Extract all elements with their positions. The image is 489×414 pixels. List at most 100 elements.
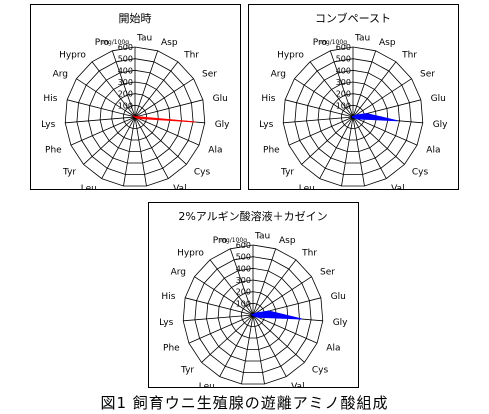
axis-label-pro: Pro: [213, 236, 228, 246]
tick-label: 600: [118, 43, 133, 52]
grid-ring-500: [76, 58, 194, 175]
axis-spoke: [252, 259, 297, 316]
axis-label-cys: Cys: [194, 168, 211, 178]
axis-label-val: Val: [391, 184, 404, 189]
grid-ring-300: [217, 279, 289, 350]
axis-label-gly: Gly: [333, 318, 348, 328]
axis-spoke: [183, 314, 254, 322]
grid-ring-400: [206, 267, 300, 362]
axis-label-leu: Leu: [81, 184, 97, 189]
axis-label-leu: Leu: [199, 382, 215, 387]
tick-label: 200: [236, 288, 251, 297]
axis-spoke: [301, 116, 354, 165]
axis-spoke: [134, 99, 203, 118]
axis-spoke: [101, 116, 136, 179]
axis-spoke: [83, 116, 136, 165]
axis-label-his: His: [43, 94, 57, 104]
axis-label-tyr: Tyr: [180, 366, 194, 376]
tick-label: 500: [236, 253, 251, 262]
grid-ring-100: [240, 302, 266, 327]
tick-label: 600: [236, 241, 251, 250]
axis-spoke: [241, 314, 254, 385]
axis-label-tyr: Tyr: [62, 168, 76, 178]
axis-label-phe: Phe: [163, 344, 180, 354]
tick-label: 200: [336, 90, 351, 99]
chart-panel-start: 開始時 100 200 300 400 500 600 mg/100g Tau Asp Thr Ser…: [30, 4, 241, 190]
axis-spoke: [252, 314, 287, 377]
axis-spoke: [352, 116, 418, 146]
axis-label-val: Val: [291, 382, 304, 387]
axis-spoke: [134, 116, 147, 187]
tick-label: 100: [336, 101, 351, 110]
tick-label: 400: [236, 264, 251, 273]
axis-spoke: [252, 314, 265, 385]
axis-spoke: [252, 314, 318, 344]
tick-label: 100: [236, 299, 251, 308]
unit-label: mg/100g: [220, 237, 247, 244]
axis-spoke: [134, 50, 159, 118]
axis-label-glu: Glu: [331, 292, 346, 302]
axis-label-tyr: Tyr: [280, 168, 294, 178]
axis-label-leu: Leu: [299, 184, 315, 189]
axis-spoke: [229, 248, 254, 316]
axis-spoke: [91, 61, 136, 118]
axis-label-cys: Cys: [312, 366, 329, 376]
axis-spoke: [252, 314, 305, 363]
axis-spoke: [252, 276, 312, 316]
axis-label-hypro: Hypro: [59, 50, 86, 60]
axis-label-thr: Thr: [183, 50, 199, 60]
axis-spoke: [219, 314, 254, 377]
axis-label-asp: Asp: [161, 38, 178, 48]
grid-ring-500: [194, 256, 312, 373]
chart-title: 2%アルギン酸溶液＋カゼイン: [178, 209, 327, 223]
axis-spoke: [352, 116, 365, 187]
tick-label: 200: [118, 90, 133, 99]
axis-spoke: [65, 116, 136, 124]
axis-label-asp: Asp: [379, 38, 396, 48]
axis-spoke: [134, 116, 187, 165]
axis-spoke: [341, 116, 354, 187]
grid-ring-600: [64, 46, 206, 187]
data-series-area: [251, 310, 302, 320]
tick-label: 300: [336, 78, 351, 87]
axis-label-ser: Ser: [320, 268, 335, 278]
chart-title: 開始時: [119, 11, 152, 25]
grid-ring-400: [306, 69, 400, 164]
tick-label: 600: [336, 43, 351, 52]
axis-spoke: [67, 99, 136, 118]
axis-label-ala: Ala: [426, 146, 440, 156]
axis-spoke: [134, 116, 200, 146]
axis-spoke: [352, 116, 387, 179]
axis-spoke: [309, 61, 354, 118]
axis-label-phe: Phe: [263, 146, 280, 156]
axis-spoke: [288, 116, 354, 146]
grid-ring-200: [111, 93, 159, 141]
axis-label-glu: Glu: [213, 94, 228, 104]
grid-ring-100: [340, 104, 366, 129]
data-series-area: [132, 115, 196, 123]
axis-spoke: [134, 116, 169, 179]
axis-label-arg: Arg: [271, 70, 286, 80]
axis-label-tau: Tau: [136, 34, 152, 44]
axis-spoke: [76, 78, 136, 118]
unit-label: mg/100g: [102, 39, 129, 46]
axis-label-ser: Ser: [202, 70, 217, 80]
axis-label-arg: Arg: [53, 70, 68, 80]
tick-label: 500: [118, 55, 133, 64]
axis-label-pro: Pro: [95, 38, 110, 48]
axis-label-hypro: Hypro: [277, 50, 304, 60]
chart-panel-kombu: コンブペースト 100 200 300 400 500 600 mg/100g Tau Asp Th…: [248, 4, 459, 190]
axis-label-his: His: [161, 292, 175, 302]
axis-spoke: [209, 259, 254, 316]
axis-label-ser: Ser: [420, 70, 435, 80]
axis-spoke: [194, 276, 254, 316]
axis-label-phe: Phe: [45, 146, 62, 156]
axis-label-ala: Ala: [326, 344, 340, 354]
tick-label: 400: [336, 66, 351, 75]
axis-spoke: [329, 50, 354, 118]
axis-spoke: [352, 116, 405, 165]
axis-label-ala: Ala: [208, 146, 222, 156]
axis-label-tau: Tau: [354, 34, 370, 44]
axis-label-glu: Glu: [431, 94, 446, 104]
